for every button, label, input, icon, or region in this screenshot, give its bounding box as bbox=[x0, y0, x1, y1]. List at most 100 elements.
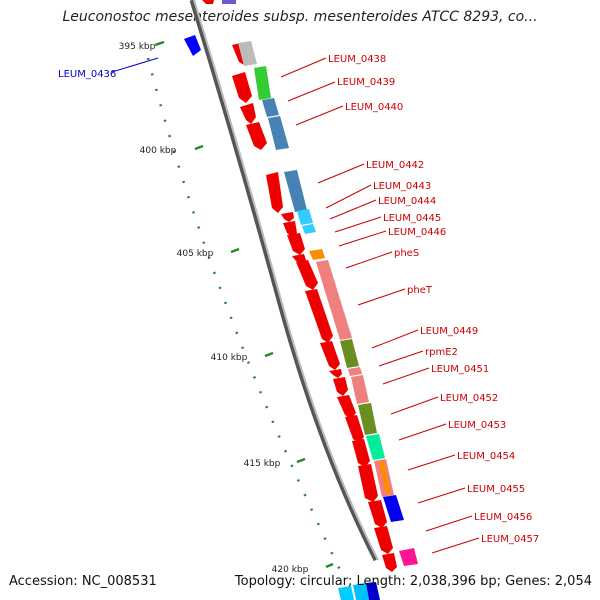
cog-block bbox=[358, 403, 377, 435]
axis-tick-mark bbox=[264, 351, 274, 358]
bottom-partial-features bbox=[338, 582, 380, 600]
gene-leader-line bbox=[357, 288, 406, 306]
gene-label[interactable]: LEUM_0443 bbox=[373, 181, 431, 192]
cog-block bbox=[222, 0, 236, 4]
gene-leader-line bbox=[417, 487, 466, 504]
axis-ticks: 395 kbp 400 kbp 405 kbp 410 kbp 415 kbp 420 k… bbox=[119, 40, 334, 575]
gene-label[interactable]: LEUM_0444 bbox=[378, 196, 436, 207]
cds-arrow[interactable] bbox=[202, 0, 214, 4]
gene-leader-line bbox=[329, 199, 377, 220]
cds-arrow[interactable] bbox=[320, 341, 340, 370]
gene-leader-line bbox=[390, 396, 439, 415]
cog-block bbox=[309, 249, 325, 260]
cds-arrow[interactable] bbox=[352, 439, 370, 467]
cds-arrow[interactable] bbox=[287, 233, 305, 255]
gene-leader-line bbox=[425, 515, 473, 532]
gene-label[interactable]: LEUM_0438 bbox=[328, 54, 386, 65]
cds-arrow[interactable] bbox=[283, 221, 297, 237]
cds-track bbox=[184, 0, 397, 572]
gene-label[interactable]: LEUM_0439 bbox=[337, 77, 395, 88]
cds-arrow[interactable] bbox=[266, 172, 283, 213]
cog-block bbox=[348, 367, 362, 376]
cds-arrow[interactable] bbox=[374, 526, 393, 554]
gene-leader-line bbox=[295, 105, 344, 126]
gene-label[interactable]: rpmE2 bbox=[425, 347, 458, 358]
gene-label[interactable]: LEUM_0452 bbox=[440, 393, 498, 404]
gene-label[interactable]: LEUM_0456 bbox=[474, 512, 532, 523]
axis-tick-label: 420 kbp bbox=[272, 565, 309, 575]
cds-arrow[interactable] bbox=[305, 289, 333, 343]
axis-tick-label: 395 kbp bbox=[119, 42, 156, 52]
gene-label[interactable]: LEUM_0446 bbox=[388, 227, 446, 238]
gene-label[interactable]: LEUM_0455 bbox=[467, 484, 525, 495]
cog-block bbox=[238, 41, 257, 66]
axis-tick-mark bbox=[194, 144, 204, 151]
axis-tick-mark bbox=[154, 40, 165, 47]
gene-label[interactable]: LEUM_0457 bbox=[481, 534, 539, 545]
gene-leader-line bbox=[287, 81, 336, 102]
accession-text: Accession: NC_008531 bbox=[9, 574, 157, 589]
genome-summary-text: Topology: circular; Length: 2,038,396 bp… bbox=[234, 574, 592, 589]
gc-dotted-curve bbox=[146, 57, 342, 571]
cds-arrow[interactable] bbox=[333, 377, 348, 396]
cds-arrow[interactable] bbox=[246, 122, 267, 150]
axis-tick-label: 400 kbp bbox=[140, 146, 177, 156]
cog-block bbox=[302, 224, 316, 234]
gene-label[interactable]: LEUM_0451 bbox=[431, 364, 489, 375]
cog-block bbox=[316, 260, 352, 340]
cog-block bbox=[383, 495, 404, 522]
cog-block bbox=[366, 434, 385, 460]
gene-leader-line bbox=[398, 423, 447, 441]
cog-block bbox=[254, 66, 271, 100]
backbone bbox=[189, 0, 379, 562]
gene-label[interactable]: LEUM_0453 bbox=[448, 420, 506, 431]
gene-leader-line bbox=[431, 537, 480, 554]
cog-block bbox=[262, 98, 279, 117]
gene-label[interactable]: LEUM_0454 bbox=[457, 451, 515, 462]
gene-label[interactable]: pheT bbox=[407, 285, 433, 296]
gene-label[interactable]: LEUM_0445 bbox=[383, 213, 441, 224]
cds-arrow[interactable] bbox=[382, 553, 397, 572]
gene-leader-line bbox=[334, 216, 382, 233]
gene-label[interactable]: pheS bbox=[394, 248, 419, 259]
cds-arrow[interactable] bbox=[296, 260, 318, 290]
axis-tick-mark bbox=[325, 562, 334, 569]
cog-block bbox=[284, 170, 307, 212]
cds-arrow[interactable] bbox=[329, 369, 342, 378]
cog-block bbox=[399, 548, 418, 566]
gene-leader-line bbox=[407, 454, 456, 471]
gene-leader-line bbox=[345, 251, 393, 269]
gene-label[interactable]: LEUM_0442 bbox=[366, 160, 424, 171]
cds-arrow[interactable] bbox=[345, 415, 364, 443]
axis-tick-label: 405 kbp bbox=[177, 249, 214, 259]
cog-block bbox=[351, 375, 369, 404]
cds-arrow[interactable] bbox=[358, 464, 378, 502]
gene-leader-line bbox=[378, 350, 424, 367]
cog-block bbox=[268, 116, 289, 150]
axis-tick-label: 410 kbp bbox=[211, 353, 248, 363]
cds-arrow[interactable] bbox=[232, 72, 252, 103]
cog-block bbox=[340, 339, 359, 368]
map-title: Leuconostoc mesenteroides subsp. mesente… bbox=[62, 9, 538, 25]
gene-leader-line bbox=[338, 230, 387, 247]
cog-block bbox=[297, 209, 313, 225]
cds-arrow[interactable] bbox=[281, 212, 294, 222]
cds-arrow[interactable] bbox=[240, 103, 256, 124]
cds-arrow[interactable] bbox=[337, 395, 356, 419]
gene-leader-line bbox=[382, 367, 430, 385]
axis-tick-mark bbox=[230, 247, 240, 254]
gene-label[interactable]: LEUM_0436 bbox=[58, 69, 116, 80]
gene-leader-line bbox=[317, 163, 365, 184]
gene-label[interactable]: LEUM_0440 bbox=[345, 102, 403, 113]
gene-leader-line bbox=[111, 57, 159, 73]
axis-tick-mark bbox=[296, 457, 306, 464]
cds-arrow[interactable] bbox=[368, 500, 387, 528]
cog-track bbox=[222, 0, 418, 566]
gene-leader-line bbox=[371, 329, 419, 349]
gene-labels: LEUM_0436 LEUM_0438 LEUM_0439 LEUM_0440 LEUM… bbox=[58, 54, 539, 554]
gene-leader-line bbox=[325, 184, 372, 209]
gene-label[interactable]: LEUM_0449 bbox=[420, 326, 478, 337]
cog-block bbox=[379, 461, 391, 494]
cds-arrow[interactable] bbox=[184, 35, 201, 56]
